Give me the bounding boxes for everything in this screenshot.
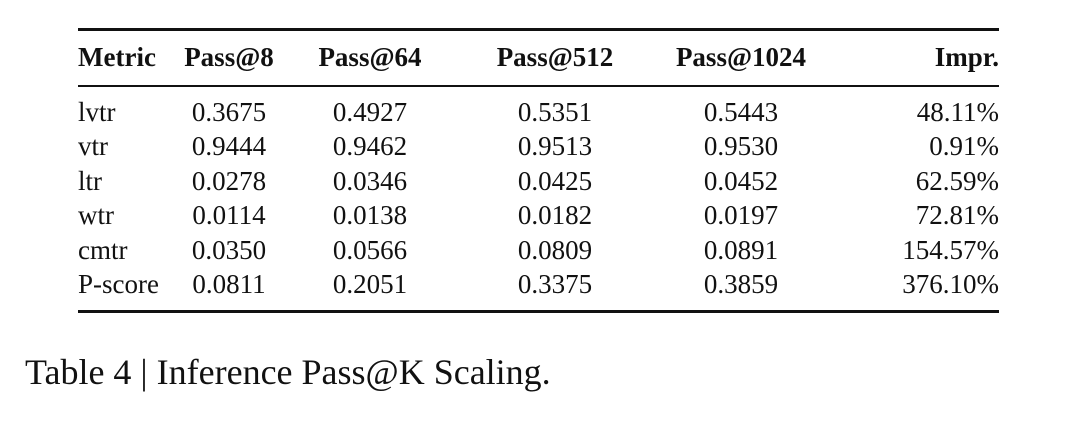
- value-cell: 0.4927: [332, 97, 408, 127]
- table-bottom-rule: [78, 310, 999, 313]
- impr-cell: 62.59%: [915, 166, 999, 196]
- metric-cell: vtr: [78, 131, 108, 161]
- value-cell: 0.0197: [703, 200, 779, 230]
- table-header-row: Metric Pass@8 Pass@64 Pass@512 Pass@1024…: [78, 40, 999, 74]
- value-cell: 0.0809: [517, 235, 593, 265]
- metric-cell: P-score: [78, 269, 159, 299]
- table-row: lvtr 0.3675 0.4927 0.5351 0.5443 48.11%: [78, 95, 999, 129]
- value-cell: 0.0425: [517, 166, 593, 196]
- table-row: wtr 0.0114 0.0138 0.0182 0.0197 72.81%: [78, 198, 999, 232]
- value-cell: 0.9462: [332, 131, 408, 161]
- impr-cell: 376.10%: [902, 269, 999, 299]
- value-cell: 0.3675: [191, 97, 267, 127]
- value-cell: 0.5443: [703, 97, 779, 127]
- table-header-rule: [78, 85, 999, 87]
- value-cell: 0.5351: [517, 97, 593, 127]
- header-pass-1024: Pass@1024: [675, 42, 807, 72]
- value-cell: 0.9530: [703, 131, 779, 161]
- header-pass-512: Pass@512: [496, 42, 614, 72]
- value-cell: 0.0891: [703, 235, 779, 265]
- table-row: cmtr 0.0350 0.0566 0.0809 0.0891 154.57%: [78, 233, 999, 267]
- header-impr: Impr.: [934, 42, 999, 72]
- metric-cell: ltr: [78, 166, 102, 196]
- table-top-rule: [78, 28, 999, 31]
- value-cell: 0.3859: [703, 269, 779, 299]
- table-caption: Table 4 | Inference Pass@K Scaling.: [25, 352, 551, 392]
- metric-cell: cmtr: [78, 235, 128, 265]
- value-cell: 0.0346: [332, 166, 408, 196]
- value-cell: 0.0566: [332, 235, 408, 265]
- value-cell: 0.0278: [191, 166, 267, 196]
- impr-cell: 0.91%: [929, 131, 999, 161]
- table-row: P-score 0.0811 0.2051 0.3375 0.3859 376.…: [78, 267, 999, 301]
- value-cell: 0.3375: [517, 269, 593, 299]
- header-pass-8: Pass@8: [184, 42, 274, 72]
- value-cell: 0.9513: [517, 131, 593, 161]
- impr-cell: 154.57%: [902, 235, 999, 265]
- header-pass-64: Pass@64: [318, 42, 422, 72]
- value-cell: 0.2051: [332, 269, 408, 299]
- value-cell: 0.0182: [517, 200, 593, 230]
- header-metric: Metric: [78, 42, 156, 72]
- value-cell: 0.0138: [332, 200, 408, 230]
- impr-cell: 48.11%: [916, 97, 999, 127]
- metric-cell: wtr: [78, 200, 114, 230]
- impr-cell: 72.81%: [915, 200, 999, 230]
- value-cell: 0.0350: [191, 235, 267, 265]
- metric-cell: lvtr: [78, 97, 116, 127]
- value-cell: 0.0452: [703, 166, 779, 196]
- table-row: ltr 0.0278 0.0346 0.0425 0.0452 62.59%: [78, 164, 999, 198]
- table-row: vtr 0.9444 0.9462 0.9513 0.9530 0.91%: [78, 129, 999, 163]
- value-cell: 0.0114: [192, 200, 266, 230]
- value-cell: 0.0811: [192, 269, 266, 299]
- value-cell: 0.9444: [191, 131, 267, 161]
